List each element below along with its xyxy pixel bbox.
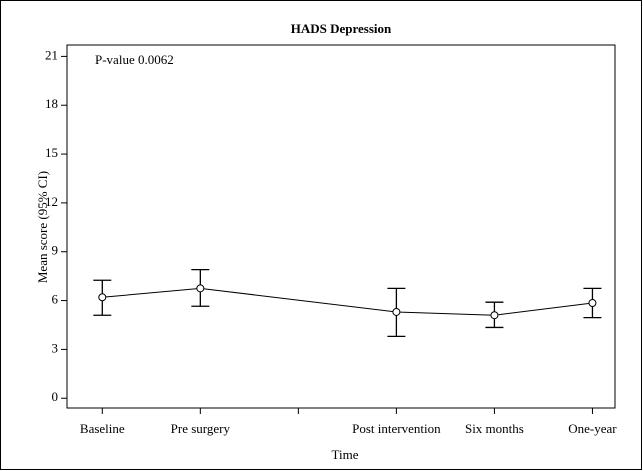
- x-tick-label: Pre surgery: [171, 421, 231, 436]
- data-point: [98, 293, 107, 302]
- data-point: [392, 307, 401, 316]
- data-point: [588, 299, 597, 308]
- chart-title: HADS Depression: [291, 21, 392, 36]
- y-axis-label: Mean score (95% CI): [35, 171, 50, 283]
- y-tick-label: 9: [52, 243, 59, 258]
- x-tick-label: Post intervention: [352, 421, 441, 436]
- annotation: P-value 0.0062: [95, 52, 174, 67]
- x-axis-label: Time: [332, 447, 359, 462]
- x-tick-label: Six months: [465, 421, 524, 436]
- y-tick-label: 15: [45, 145, 58, 160]
- y-tick-label: 0: [52, 389, 59, 404]
- y-tick-label: 21: [45, 47, 58, 62]
- y-tick-label: 12: [45, 194, 58, 209]
- data-point: [196, 284, 205, 293]
- y-tick-label: 6: [52, 292, 59, 307]
- data-point: [490, 311, 499, 320]
- x-tick-label: One-year: [568, 421, 617, 436]
- y-tick-label: 3: [52, 340, 59, 355]
- plot-frame: [66, 44, 616, 409]
- y-tick-label: 18: [45, 96, 58, 111]
- series-line: [102, 287, 593, 316]
- x-tick-label: Baseline: [80, 421, 125, 436]
